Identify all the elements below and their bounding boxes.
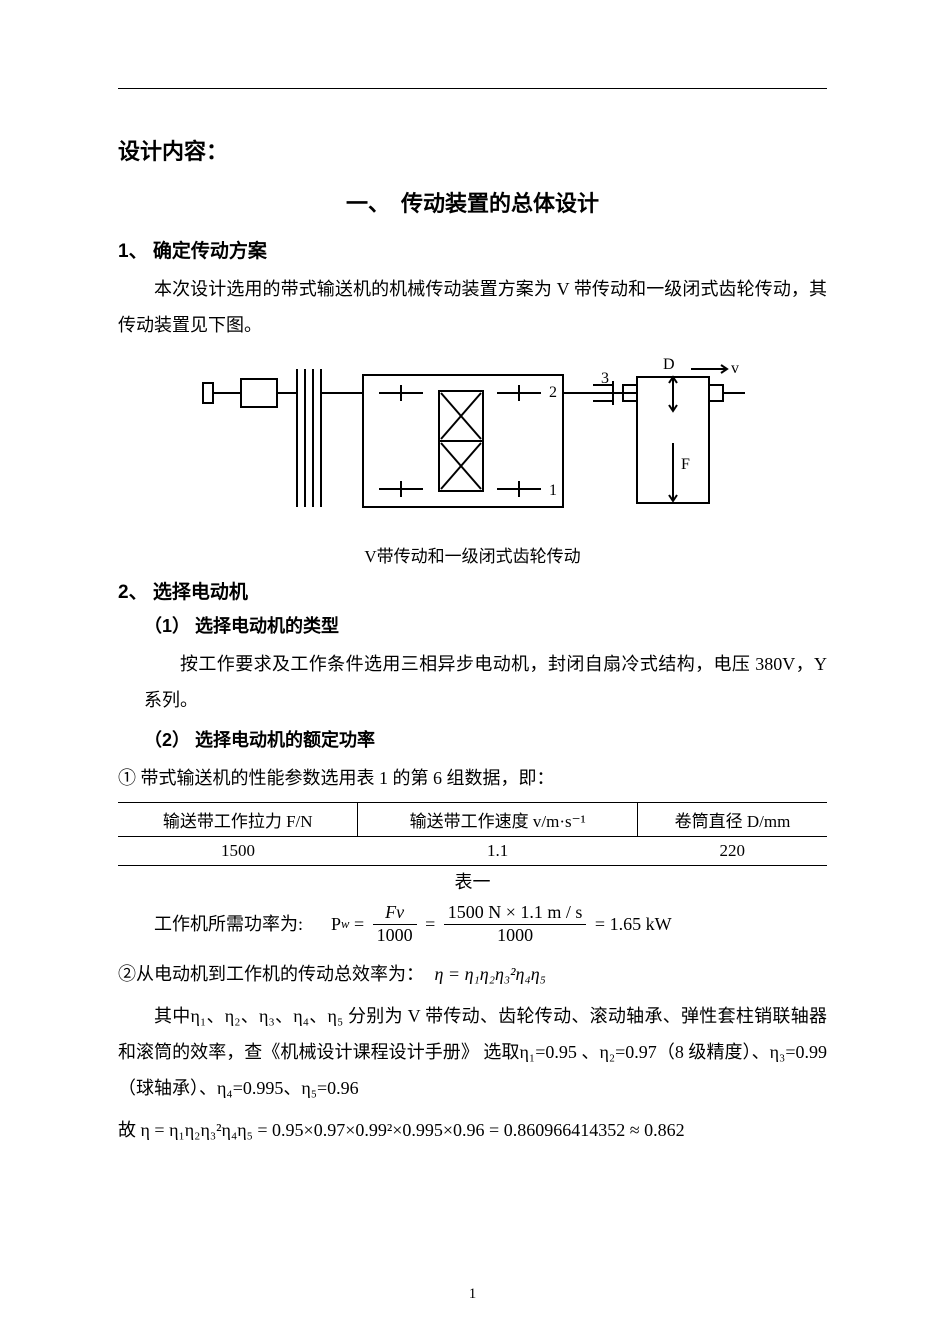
- formula-pw: 工作机所需功率为: Pw = Fv 1000 = 1500 N × 1.1 m …: [118, 902, 827, 946]
- content-area: 设计内容： 一、 传动装置的总体设计 1、 确定传动方案 本次设计选用的带式输送…: [118, 90, 827, 1148]
- paragraph-eta-explain: 其中η₁、η₂、η₃、η₄、η₅ 分别为 V 带传动、齿轮传动、滚动轴承、弹性套…: [118, 998, 827, 1106]
- pw-label: 工作机所需功率为:: [118, 910, 303, 939]
- eta-expression: η = η₁η₂η₃²η₄η₅: [435, 964, 546, 984]
- header-rule: [118, 88, 827, 89]
- table-cell-0-2: 220: [637, 837, 827, 866]
- paragraph-eta-calc: 故 η = η₁η₂η₃²η₄η₅ = 0.95×0.97×0.99²×0.99…: [118, 1112, 827, 1148]
- diagram-label-2: 2: [549, 384, 557, 401]
- diagram-label-1: 1: [549, 482, 557, 499]
- table-caption: 表一: [118, 868, 827, 894]
- pw-expression: Pw = Fv 1000 = 1500 N × 1.1 m / s 1000 =…: [331, 902, 672, 946]
- table-row: 1500 1.1 220: [118, 837, 827, 866]
- parameters-table: 输送带工作拉力 F/N 输送带工作速度 v/m·s⁻¹ 卷筒直径 D/mm 15…: [118, 802, 827, 866]
- diagram-label-3: 3: [601, 370, 609, 387]
- section-1-title: 一、 传动装置的总体设计: [118, 186, 827, 218]
- eta-calc-text: 故 η = η₁η₂η₃²η₄η₅ = 0.95×0.97×0.99²×0.99…: [118, 1120, 685, 1140]
- table-col-2: 卷筒直径 D/mm: [637, 803, 827, 837]
- page-number: 1: [0, 1286, 945, 1303]
- paragraph-scheme: 本次设计选用的带式输送机的机械传动装置方案为 V 带传动和一级闭式齿轮传动，其传…: [118, 271, 827, 343]
- circled-1-icon: ① 带式输送机的性能参数选用表 1 的第 6 组数据，即：: [118, 768, 555, 788]
- diagram-caption: V带传动和一级闭式齿轮传动: [118, 542, 827, 567]
- diagram-label-F: F: [681, 456, 690, 473]
- table-header-row: 输送带工作拉力 F/N 输送带工作速度 v/m·s⁻¹ 卷筒直径 D/mm: [118, 803, 827, 837]
- heading-2-2: （2） 选择电动机的额定功率: [144, 726, 827, 752]
- heading-2-1: （1） 选择电动机的类型: [144, 612, 827, 638]
- paragraph-eta-lead: ②从电动机到工作机的传动总效率为： η = η₁η₂η₃²η₄η₅: [118, 956, 827, 992]
- diagram-label-v: v: [731, 360, 739, 377]
- table-cell-0-0: 1500: [118, 837, 358, 866]
- heading-1: 1、 确定传动方案: [118, 236, 827, 263]
- transmission-diagram: D v F 1 2 3: [118, 351, 827, 536]
- paragraph-table-lead: ① 带式输送机的性能参数选用表 1 的第 6 组数据，即：: [118, 760, 827, 796]
- diagram-label-D: D: [663, 356, 675, 373]
- title-design-content: 设计内容：: [118, 134, 827, 166]
- eta-lead-text: ②从电动机到工作机的传动总效率为：: [118, 964, 424, 984]
- table-cell-0-1: 1.1: [358, 837, 638, 866]
- paragraph-motor-type: 按工作要求及工作条件选用三相异步电动机，封闭自扇冷式结构，电压 380V，Y 系…: [144, 646, 827, 718]
- page: 设计内容： 一、 传动装置的总体设计 1、 确定传动方案 本次设计选用的带式输送…: [0, 0, 945, 1337]
- table-col-0: 输送带工作拉力 F/N: [118, 803, 358, 837]
- heading-2: 2、 选择电动机: [118, 577, 827, 604]
- table-col-1: 输送带工作速度 v/m·s⁻¹: [358, 803, 638, 837]
- diagram-svg: D v F 1 2 3: [193, 351, 753, 531]
